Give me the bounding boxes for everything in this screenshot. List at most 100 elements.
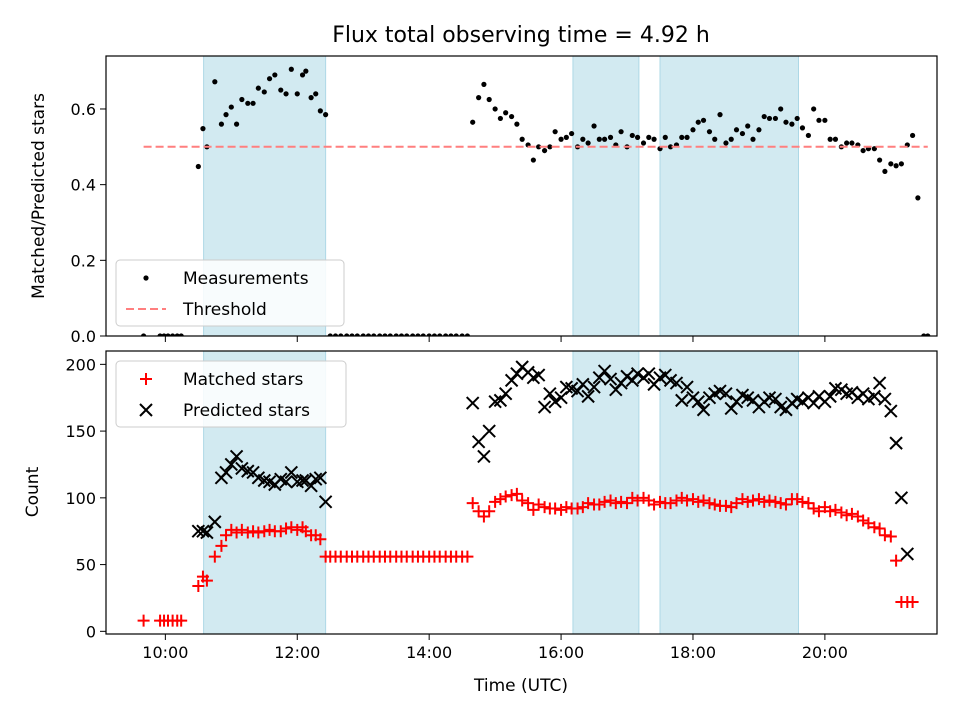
data-point <box>832 136 839 142</box>
data-point <box>317 108 323 114</box>
data-point <box>664 497 677 510</box>
data-point <box>371 333 377 336</box>
data-point <box>453 333 459 336</box>
data-point <box>696 403 711 417</box>
data-point <box>587 380 601 394</box>
data-point <box>543 387 557 401</box>
data-point <box>719 387 733 401</box>
data-point <box>157 333 163 336</box>
data-point <box>489 495 502 508</box>
data-point <box>250 100 256 106</box>
data-point <box>909 132 916 139</box>
data-point <box>288 66 294 72</box>
data-point <box>772 115 779 122</box>
data-point <box>642 366 656 381</box>
data-point <box>165 333 171 336</box>
data-point <box>667 144 674 150</box>
data-point <box>807 502 820 515</box>
data-point <box>867 389 882 404</box>
chart-title: Flux total observing time = 4.92 h <box>332 23 710 48</box>
data-point <box>670 494 683 507</box>
data-point <box>549 502 562 515</box>
data-point <box>313 91 319 97</box>
data-point <box>308 95 314 101</box>
data-point <box>196 524 210 538</box>
data-point <box>252 526 265 539</box>
data-point <box>746 494 759 507</box>
data-point <box>791 493 804 506</box>
data-point <box>802 497 815 510</box>
data-point <box>354 333 360 336</box>
data-point <box>505 489 518 502</box>
legend-marker <box>143 275 149 281</box>
data-point <box>555 503 568 516</box>
data-point <box>387 333 393 336</box>
data-point <box>499 490 512 503</box>
x-tick-label: 12:00 <box>274 643 320 662</box>
data-point <box>736 493 749 506</box>
data-point <box>591 123 597 129</box>
plot-area: 0.0 0.2 0.4 0.6 Measurements Threshold 0 50 100 1… <box>65 55 938 662</box>
data-point <box>679 134 685 140</box>
data-point <box>860 147 866 154</box>
data-point <box>651 136 657 142</box>
data-point <box>915 195 921 201</box>
data-point <box>532 498 545 511</box>
data-point <box>872 376 887 390</box>
data-point <box>398 333 405 336</box>
data-point <box>466 497 479 510</box>
data-point <box>888 161 894 167</box>
data-point <box>494 493 507 506</box>
data-point <box>486 96 492 103</box>
data-point <box>477 449 491 464</box>
data-point <box>266 76 273 82</box>
data-point <box>873 522 886 535</box>
data-point <box>585 140 591 146</box>
data-point <box>680 380 694 394</box>
data-point <box>261 89 267 95</box>
data-point <box>530 157 536 163</box>
data-point <box>745 123 751 129</box>
data-point <box>626 491 639 504</box>
data-point <box>779 498 792 511</box>
data-point <box>774 497 787 510</box>
data-point <box>560 501 573 514</box>
data-point <box>536 144 542 150</box>
data-point <box>630 366 645 381</box>
data-point <box>582 497 595 510</box>
panel-top: 0.0 0.2 0.4 0.6 Measurements Threshold <box>71 55 938 346</box>
data-point <box>224 457 239 472</box>
data-point <box>472 505 485 518</box>
data-point <box>215 539 228 552</box>
data-point <box>700 117 707 123</box>
legend-box <box>115 360 347 428</box>
data-point <box>393 333 399 336</box>
data-point <box>471 435 486 449</box>
data-point <box>285 521 298 534</box>
data-point <box>448 333 454 336</box>
data-point <box>174 333 180 336</box>
data-point <box>844 140 850 146</box>
data-point <box>437 333 443 336</box>
data-point <box>291 523 304 536</box>
data-point <box>877 157 883 163</box>
legend-marker <box>140 373 152 385</box>
data-point <box>426 333 432 336</box>
data-point <box>481 81 487 87</box>
data-point <box>219 465 233 480</box>
data-point <box>796 495 809 508</box>
data-point <box>208 550 221 563</box>
data-point <box>208 515 222 529</box>
data-point <box>263 523 276 536</box>
data-point <box>464 333 471 336</box>
data-point <box>280 522 293 535</box>
data-point <box>695 119 701 125</box>
data-point <box>878 529 891 542</box>
data-point <box>900 547 915 561</box>
data-point <box>527 503 540 516</box>
markers-bottom <box>137 360 919 627</box>
legend-label: Matched stars <box>183 370 303 390</box>
data-point <box>763 494 776 507</box>
data-point <box>522 497 535 510</box>
